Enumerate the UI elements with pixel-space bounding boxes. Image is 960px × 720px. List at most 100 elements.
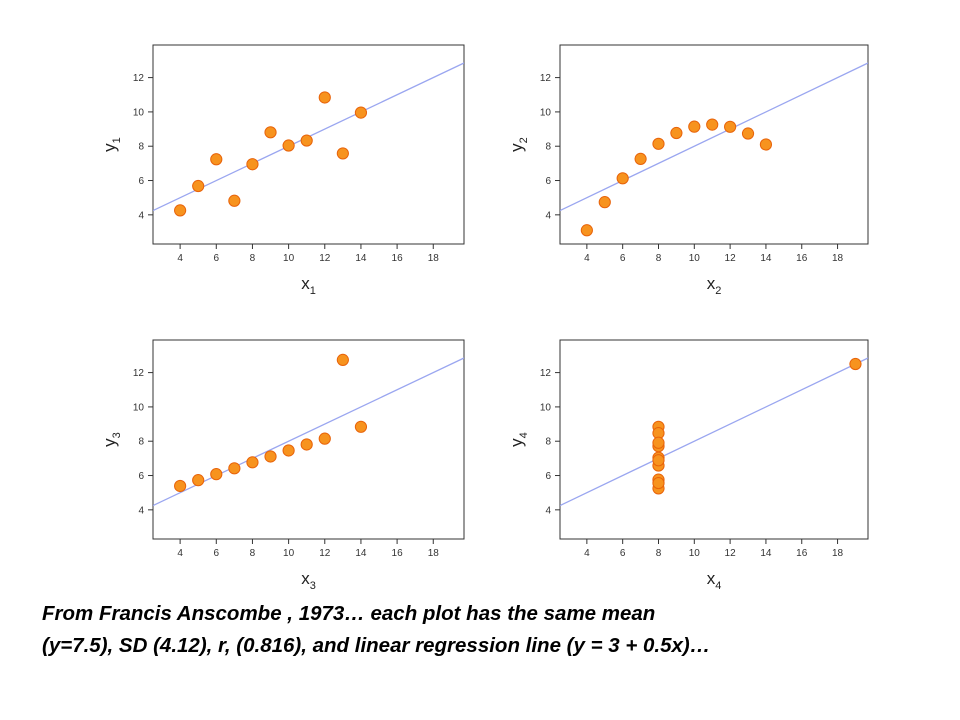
data-point bbox=[318, 91, 331, 104]
data-point bbox=[759, 138, 773, 151]
y-tick-label: 8 bbox=[138, 142, 144, 153]
x-tick-label: 12 bbox=[319, 548, 331, 559]
data-point bbox=[670, 126, 683, 140]
y-tick-label: 10 bbox=[540, 107, 552, 118]
x-tick-label: 10 bbox=[689, 253, 701, 264]
plot-frame bbox=[559, 44, 869, 245]
x-tick-label: 18 bbox=[832, 253, 844, 264]
y-tick-label: 6 bbox=[138, 176, 144, 187]
data-point bbox=[580, 224, 593, 237]
x-tick-label: 14 bbox=[760, 548, 772, 559]
y-tick-label: 6 bbox=[545, 176, 551, 187]
data-point bbox=[174, 479, 187, 493]
data-point bbox=[354, 420, 368, 433]
data-point bbox=[264, 450, 277, 463]
y-axis-label: y4 bbox=[507, 432, 530, 447]
y-tick-label: 6 bbox=[138, 471, 144, 482]
y-tick-label: 10 bbox=[133, 402, 145, 413]
x-tick-label: 18 bbox=[832, 548, 844, 559]
x-tick-label: 8 bbox=[250, 253, 256, 264]
data-point bbox=[210, 468, 223, 481]
data-point bbox=[228, 462, 241, 475]
plot-frame bbox=[559, 339, 869, 540]
data-point bbox=[616, 172, 629, 185]
y-tick-label: 4 bbox=[138, 505, 144, 516]
x-tick-label: 4 bbox=[177, 548, 183, 559]
data-point bbox=[652, 476, 665, 490]
x-tick-label: 8 bbox=[250, 548, 256, 559]
y-axis-label: y1 bbox=[100, 137, 123, 152]
data-point bbox=[246, 456, 259, 469]
data-point bbox=[336, 147, 349, 160]
x-tick-label: 14 bbox=[760, 253, 772, 264]
x-axis-label: x4 bbox=[707, 569, 722, 592]
data-point bbox=[282, 444, 295, 457]
x-tick-label: 18 bbox=[428, 548, 440, 559]
y-tick-label: 4 bbox=[138, 210, 144, 221]
data-point bbox=[300, 438, 313, 451]
data-point bbox=[598, 196, 611, 209]
data-point bbox=[724, 120, 737, 133]
x-tick-label: 16 bbox=[392, 548, 404, 559]
x-tick-label: 12 bbox=[319, 253, 331, 264]
regression-line bbox=[153, 357, 464, 507]
data-point bbox=[192, 474, 205, 487]
data-point bbox=[849, 357, 862, 371]
plot-frame bbox=[152, 44, 465, 245]
x-tick-label: 14 bbox=[355, 548, 367, 559]
x-axis-label: x3 bbox=[301, 569, 316, 592]
x-tick-label: 4 bbox=[584, 253, 590, 264]
x-tick-label: 10 bbox=[283, 253, 295, 264]
x-tick-label: 6 bbox=[620, 253, 626, 264]
data-point bbox=[210, 153, 223, 166]
y-tick-label: 10 bbox=[540, 402, 552, 413]
data-point bbox=[192, 179, 205, 193]
x-tick-label: 18 bbox=[428, 253, 440, 264]
data-point bbox=[354, 106, 368, 119]
y-tick-label: 4 bbox=[545, 505, 551, 516]
x-tick-label: 16 bbox=[796, 253, 808, 264]
caption-line-1: From Francis Anscombe , 1973… each plot … bbox=[42, 602, 656, 625]
y-tick-label: 12 bbox=[540, 368, 552, 379]
x-tick-label: 14 bbox=[355, 253, 367, 264]
x-tick-label: 8 bbox=[656, 548, 662, 559]
data-point bbox=[228, 194, 241, 207]
data-point bbox=[741, 127, 755, 140]
y-tick-label: 6 bbox=[545, 471, 551, 482]
x-tick-label: 16 bbox=[392, 253, 404, 264]
x-tick-label: 10 bbox=[283, 548, 295, 559]
x-tick-label: 4 bbox=[177, 253, 183, 264]
figure-caption: From Francis Anscombe , 1973… each plot … bbox=[42, 598, 942, 662]
x-tick-label: 10 bbox=[689, 548, 701, 559]
x-tick-label: 6 bbox=[214, 253, 220, 264]
regression-line bbox=[560, 62, 868, 212]
data-point bbox=[652, 137, 665, 150]
y-tick-label: 12 bbox=[133, 368, 145, 379]
y-tick-label: 8 bbox=[545, 437, 551, 448]
y-tick-label: 12 bbox=[133, 73, 145, 84]
caption-line-2: (y=7.5), SD (4.12), r, (0.816), and line… bbox=[42, 634, 711, 657]
data-point bbox=[652, 454, 665, 467]
data-point bbox=[318, 432, 331, 445]
y-tick-label: 8 bbox=[545, 142, 551, 153]
data-point bbox=[336, 353, 349, 366]
y-tick-label: 4 bbox=[545, 210, 551, 221]
data-point bbox=[282, 139, 295, 152]
x-tick-label: 8 bbox=[656, 253, 662, 264]
x-tick-label: 16 bbox=[796, 548, 808, 559]
x-tick-label: 6 bbox=[620, 548, 626, 559]
data-point bbox=[634, 152, 647, 166]
x-tick-label: 12 bbox=[725, 253, 737, 264]
plot-frame bbox=[152, 339, 465, 540]
data-point bbox=[706, 118, 719, 131]
y-tick-label: 12 bbox=[540, 73, 552, 84]
x-tick-label: 12 bbox=[725, 548, 737, 559]
y-tick-label: 10 bbox=[133, 107, 145, 118]
x-axis-label: x2 bbox=[707, 274, 722, 297]
regression-line bbox=[560, 357, 868, 507]
data-point bbox=[174, 204, 187, 217]
